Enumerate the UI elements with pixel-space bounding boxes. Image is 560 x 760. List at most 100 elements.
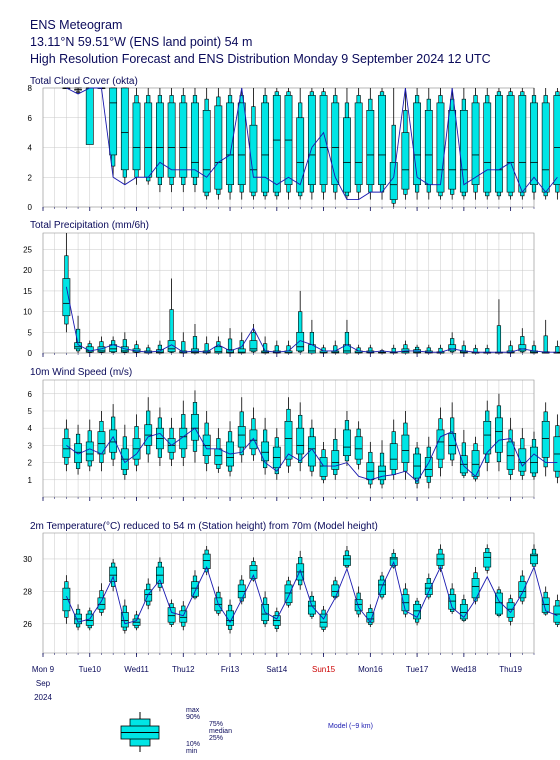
ens-box bbox=[331, 428, 340, 480]
ens-inner-box bbox=[354, 436, 363, 460]
ens-inner-box bbox=[319, 457, 328, 477]
legend-median: median bbox=[209, 728, 232, 735]
ens-inner-box bbox=[179, 102, 188, 178]
ens-inner-box bbox=[471, 102, 480, 185]
ens-box bbox=[132, 414, 141, 472]
x-day-label: Tue17 bbox=[406, 665, 429, 674]
ens-box bbox=[495, 586, 503, 618]
y-tick-label: 28 bbox=[23, 587, 32, 596]
ens-inner-box bbox=[284, 420, 293, 460]
ens-inner-box bbox=[202, 553, 211, 569]
ens-box bbox=[74, 604, 82, 631]
ens-box bbox=[296, 290, 305, 353]
ens-inner-box bbox=[448, 594, 457, 610]
ens-box bbox=[471, 88, 480, 200]
ens-inner-box bbox=[120, 612, 129, 628]
ens-box bbox=[284, 397, 293, 473]
panels: Total Cloud Cover (okta) 0 2 4 6 8 Total Preci… bbox=[23, 76, 560, 657]
x-day-label: Sat14 bbox=[266, 665, 287, 674]
ens-inner-box bbox=[343, 429, 351, 457]
ens-box bbox=[530, 544, 538, 569]
ens-box bbox=[331, 576, 340, 600]
ens-box bbox=[226, 599, 234, 634]
ens-inner-box bbox=[424, 582, 433, 595]
x-day-label: Thu19 bbox=[499, 665, 522, 674]
ens-inner-box bbox=[483, 552, 492, 568]
ens-box bbox=[179, 400, 188, 467]
ens-inner-box bbox=[120, 87, 129, 171]
ens-inner-box bbox=[389, 162, 398, 200]
ens-inner-box bbox=[553, 95, 560, 185]
ens-box bbox=[518, 428, 527, 480]
ens-box bbox=[366, 88, 375, 200]
panel-0: Total Cloud Cover (okta) 0 2 4 6 8 bbox=[28, 76, 560, 212]
ens-inner-box bbox=[85, 87, 94, 145]
ens-inner-box bbox=[331, 450, 340, 470]
ens-outer-box bbox=[520, 336, 525, 353]
ens-box bbox=[319, 344, 328, 354]
ens-outer-box bbox=[75, 91, 81, 93]
ens-inner-box bbox=[319, 613, 328, 628]
ens-box bbox=[506, 594, 515, 626]
ens-box bbox=[191, 88, 199, 193]
ens-inner-box bbox=[331, 102, 340, 185]
x-day-label: Fri13 bbox=[221, 665, 240, 674]
x-month-label: Sep bbox=[36, 679, 51, 688]
ens-outer-box bbox=[169, 309, 174, 353]
ens-inner-box bbox=[179, 610, 188, 623]
ens-box bbox=[109, 87, 118, 178]
ens-inner-box bbox=[74, 443, 82, 463]
ens-inner-box bbox=[249, 340, 258, 352]
ens-box bbox=[483, 544, 492, 574]
ens-box bbox=[495, 393, 503, 472]
ens-inner-box bbox=[401, 434, 410, 463]
ens-box bbox=[261, 417, 270, 475]
y-tick-label: 8 bbox=[28, 84, 33, 93]
ens-box bbox=[97, 336, 106, 353]
panel-title: Total Precipitation (mm/6h) bbox=[30, 220, 149, 231]
ens-box bbox=[120, 87, 129, 185]
ens-inner-box bbox=[85, 441, 94, 462]
ens-box bbox=[541, 402, 550, 477]
y-tick-label: 6 bbox=[28, 390, 33, 399]
ens-box bbox=[366, 441, 375, 489]
ens-inner-box bbox=[144, 102, 153, 178]
ens-inner-box bbox=[518, 95, 527, 193]
ens-box bbox=[202, 410, 211, 472]
ens-box bbox=[354, 344, 363, 354]
ens-inner-box bbox=[331, 584, 340, 597]
ens-box bbox=[378, 88, 386, 200]
ens-box bbox=[249, 557, 258, 582]
ens-box bbox=[120, 332, 129, 353]
ens-box bbox=[530, 88, 538, 200]
ens-outer-box bbox=[543, 335, 548, 354]
y-tick-label: 25 bbox=[23, 246, 32, 255]
ens-inner-box bbox=[296, 427, 305, 455]
ens-box bbox=[85, 419, 94, 472]
ens-box bbox=[389, 549, 398, 569]
ens-inner-box bbox=[307, 95, 316, 185]
ens-inner-box bbox=[483, 420, 492, 455]
ens-box bbox=[343, 545, 351, 569]
ens-inner-box bbox=[541, 597, 550, 613]
ens-inner-box bbox=[483, 102, 492, 193]
y-tick-label: 26 bbox=[23, 620, 32, 629]
ens-inner-box bbox=[413, 102, 421, 185]
ens-box bbox=[272, 88, 281, 200]
ens-box bbox=[307, 88, 316, 200]
ens-box bbox=[541, 319, 550, 354]
x-day-label: Mon 9 bbox=[32, 665, 55, 674]
ens-inner-box bbox=[436, 429, 445, 460]
panel-1: Total Precipitation (mm/6h) 0 5 10 15 20 25 bbox=[23, 220, 560, 358]
ens-box bbox=[389, 419, 398, 480]
ens-box bbox=[167, 417, 176, 467]
panel-3: 2m Temperature(°C) reduced to 54 m (Stat… bbox=[23, 521, 560, 657]
y-tick-label: 30 bbox=[23, 555, 32, 564]
legend: max 90% 75% median 25% 10% min Model (~9… bbox=[120, 707, 373, 755]
hres-line bbox=[65, 286, 558, 353]
ens-box bbox=[167, 88, 176, 193]
ens-box bbox=[272, 428, 281, 480]
ens-box bbox=[284, 88, 293, 200]
ens-box bbox=[495, 299, 503, 354]
ens-inner-box bbox=[541, 102, 550, 193]
